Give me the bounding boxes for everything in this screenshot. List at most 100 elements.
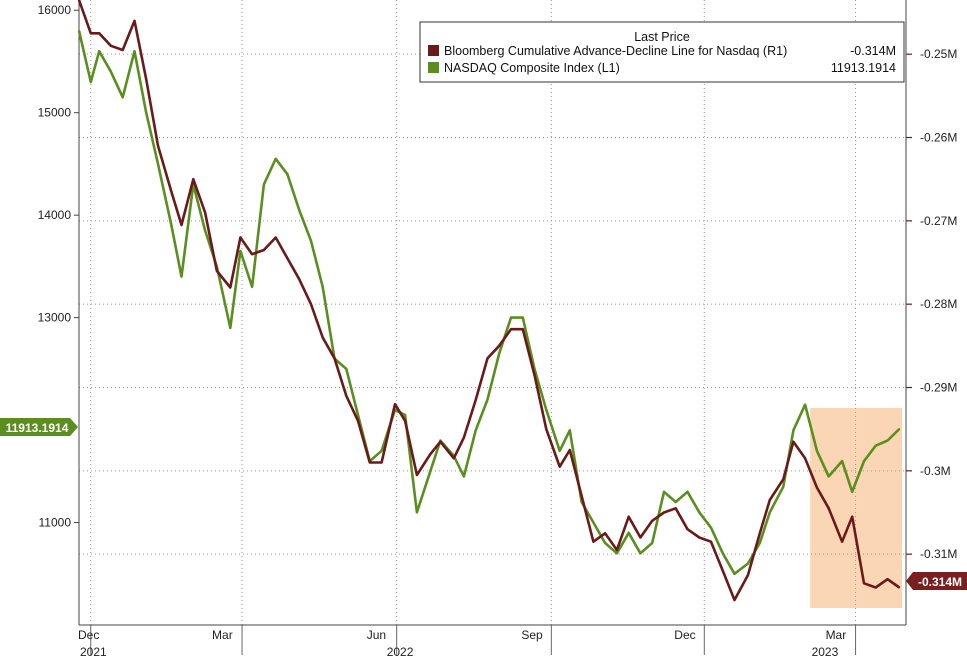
series-point-nasdaq-61	[792, 429, 795, 432]
legend-label-ad-line: Bloomberg Cumulative Advance-Decline Lin…	[444, 44, 787, 58]
series-line-ad-line	[77, 0, 901, 602]
legend-box	[419, 21, 905, 83]
series-point-ad-line-10	[192, 178, 195, 181]
series-point-ad-line-48	[639, 536, 642, 539]
left-tick-label-4: 16000	[38, 3, 72, 17]
series-point-nasdaq-54	[710, 526, 712, 529]
left-tick-label-3: 15000	[38, 106, 72, 120]
x-year-label-1: 2022	[387, 645, 414, 659]
series-point-nasdaq-50	[663, 490, 665, 493]
series-point-ad-line-47	[627, 515, 630, 518]
series-point-nasdaq-7	[157, 163, 159, 165]
series-point-ad-line-16	[263, 249, 265, 251]
series-point-ad-line-61	[792, 440, 795, 443]
series-point-ad-line-38	[521, 328, 524, 331]
series-point-ad-line-58	[758, 532, 761, 535]
series-point-ad-line-69	[886, 578, 889, 581]
series-point-ad-line-25	[368, 461, 371, 464]
series-layer	[77, 0, 901, 602]
series-point-ad-line-44	[592, 540, 595, 543]
left-last-value-tag-shape	[0, 418, 78, 436]
series-point-ad-line-42	[568, 449, 571, 451]
series-point-ad-line-19	[298, 278, 301, 281]
series-point-ad-line-6	[145, 78, 148, 81]
left-last-value-tag: 11913.1914	[0, 418, 78, 436]
series-point-nasdaq-67	[863, 460, 865, 462]
series-point-ad-line-34	[474, 399, 477, 401]
x-tick-label-5: Mar	[826, 628, 847, 642]
series-point-ad-line-20	[310, 303, 312, 306]
series-point-nasdaq-16	[263, 183, 265, 186]
series-point-ad-line-46	[616, 549, 618, 551]
left-tick-label-0: 11000	[39, 516, 72, 530]
series-point-ad-line-1	[89, 32, 92, 35]
left-axis-ticks: 11000 13000 14000 15000 16000	[38, 3, 79, 530]
series-point-ad-line-68	[874, 586, 877, 589]
series-point-nasdaq-59	[768, 511, 771, 514]
x-tick-label-0: Dec	[78, 628, 99, 642]
series-point-ad-line-30	[429, 453, 432, 456]
series-point-nasdaq-37	[510, 316, 512, 319]
series-point-nasdaq-20	[310, 239, 312, 242]
series-point-nasdaq-5	[133, 50, 136, 53]
series-point-nasdaq-48	[639, 552, 642, 555]
series-point-nasdaq-28	[404, 414, 406, 416]
series-point-nasdaq-30	[429, 470, 432, 473]
series-point-ad-line-53	[698, 536, 701, 539]
series-point-nasdaq-52	[686, 490, 689, 493]
series-point-ad-line-67	[863, 582, 865, 585]
series-point-ad-line-31	[439, 440, 442, 443]
series-point-nasdaq-9	[180, 275, 183, 278]
highlight-region	[810, 408, 902, 608]
legend-swatch-nasdaq	[428, 62, 439, 73]
series-point-ad-line-43	[580, 494, 583, 497]
series-point-nasdaq-34	[474, 429, 477, 432]
series-point-nasdaq-70	[898, 428, 901, 430]
series-point-nasdaq-46	[616, 552, 618, 555]
series-point-nasdaq-63	[816, 449, 818, 452]
legend-label-nasdaq: NASDAQ Composite Index (L1)	[444, 61, 620, 75]
series-point-ad-line-55	[721, 569, 724, 572]
legend: Last Price Bloomberg Cumulative Advance-…	[419, 21, 905, 83]
series-point-nasdaq-23	[345, 368, 348, 370]
series-point-ad-line-27	[394, 403, 396, 406]
series-point-ad-line-21	[321, 336, 324, 339]
x-year-label-2: 2023	[812, 645, 839, 659]
series-point-ad-line-50	[663, 511, 665, 514]
series-point-nasdaq-68	[874, 444, 877, 447]
series-point-ad-line-3	[110, 44, 112, 47]
series-point-ad-line-0	[78, 0, 80, 1]
series-point-nasdaq-36	[498, 352, 501, 355]
series-point-nasdaq-33	[463, 475, 465, 478]
series-point-nasdaq-19	[298, 209, 301, 211]
series-point-nasdaq-60	[782, 485, 785, 488]
series-point-ad-line-64	[827, 507, 830, 510]
series-point-nasdaq-64	[827, 475, 830, 478]
series-point-ad-line-63	[816, 486, 818, 489]
series-point-nasdaq-40	[545, 408, 548, 411]
series-point-nasdaq-53	[698, 511, 701, 514]
series-point-ad-line-45	[604, 532, 606, 535]
series-point-nasdaq-56	[733, 572, 736, 575]
right-last-value-tag: -0.314M	[906, 572, 967, 590]
series-point-ad-line-8	[170, 190, 173, 193]
x-year-label-0: 2021	[80, 645, 107, 659]
x-axis-ticks: Dec Mar Jun Sep Dec Mar 2021 2022 2023	[78, 625, 857, 659]
series-point-ad-line-54	[710, 540, 712, 543]
series-point-ad-line-5	[133, 19, 136, 22]
series-point-ad-line-52	[686, 528, 689, 531]
series-point-ad-line-32	[452, 457, 455, 460]
right-last-value-tag-text: -0.314M	[918, 575, 962, 589]
right-tick-label-1: -0.26M	[920, 131, 957, 145]
series-point-nasdaq-15	[251, 286, 254, 288]
series-point-nasdaq-2	[98, 50, 101, 53]
series-point-nasdaq-69	[886, 439, 889, 442]
right-tick-label-0: -0.25M	[920, 47, 957, 61]
series-point-ad-line-51	[674, 507, 677, 510]
series-point-nasdaq-35	[486, 398, 489, 401]
series-point-nasdaq-58	[758, 542, 761, 544]
right-last-value-tag-shape	[906, 572, 967, 590]
left-tick-label-1: 13000	[38, 311, 72, 325]
series-point-nasdaq-47	[627, 531, 630, 534]
legend-header: Last Price	[634, 30, 690, 44]
